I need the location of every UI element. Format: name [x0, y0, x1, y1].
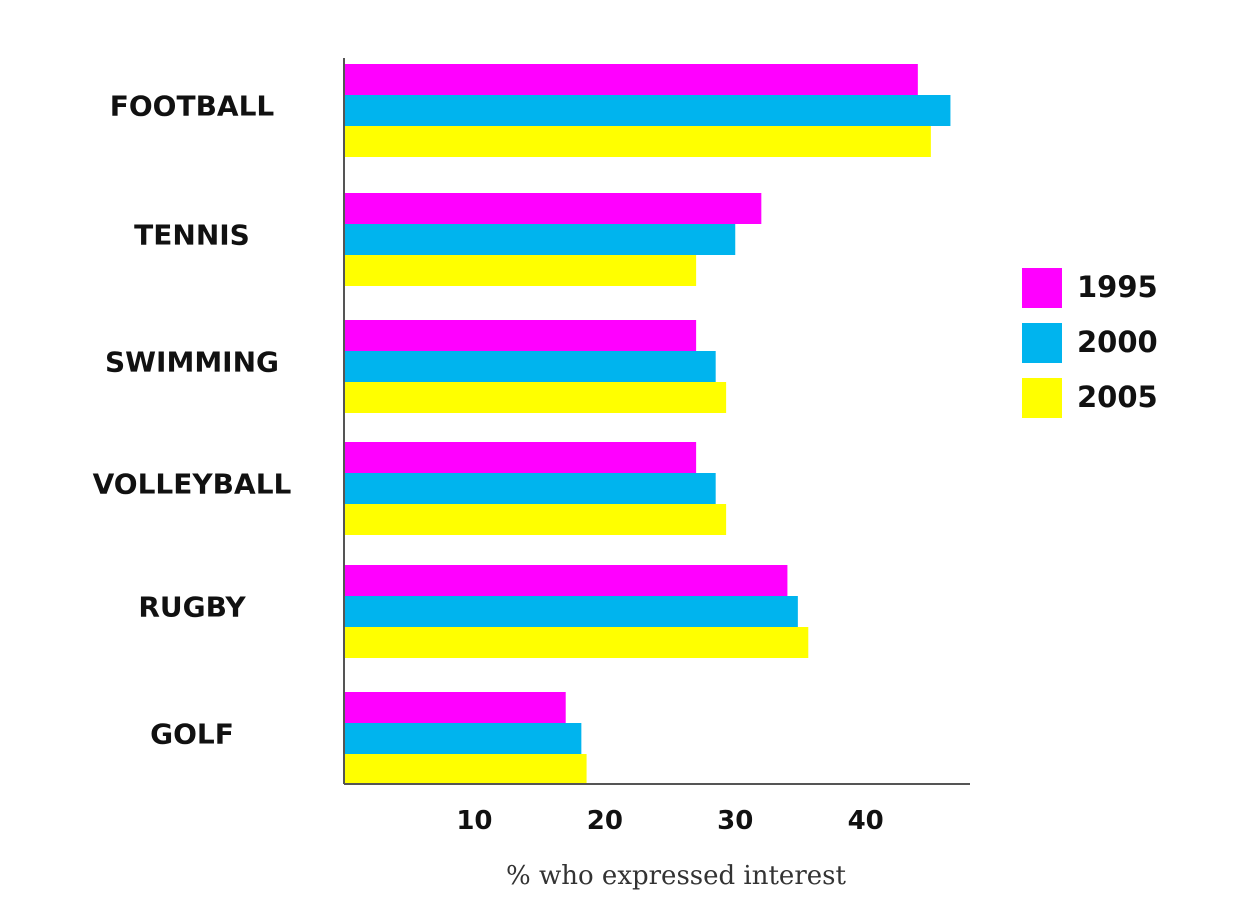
x-tick-label-40: 40 [848, 806, 884, 836]
category-label-football: FOOTBALL [110, 90, 275, 123]
bar-tennis-1995 [344, 193, 762, 224]
bar-rugby-2005 [344, 627, 809, 658]
bar-golf-2000 [344, 723, 582, 754]
bars-layer [344, 64, 951, 785]
legend-label-2000: 2000 [1077, 325, 1158, 359]
category-label-rugby: RUGBY [138, 591, 246, 624]
x-tick-label-30: 30 [717, 806, 753, 836]
bar-rugby-2000 [344, 596, 798, 627]
legend-swatch-2005 [1022, 378, 1062, 418]
bar-football-1995 [344, 64, 918, 95]
bar-volleyball-1995 [344, 442, 697, 473]
x-tick-label-10: 10 [456, 806, 492, 836]
bar-tennis-2000 [344, 224, 736, 255]
bar-football-2000 [344, 95, 951, 126]
legend-swatch-1995 [1022, 268, 1062, 308]
bar-swimming-1995 [344, 320, 697, 351]
bar-golf-1995 [344, 692, 566, 723]
bar-volleyball-2005 [344, 504, 727, 535]
axes [343, 58, 970, 785]
category-label-tennis: TENNIS [134, 219, 250, 252]
bar-rugby-1995 [344, 565, 788, 596]
bar-swimming-2005 [344, 382, 727, 413]
bar-football-2005 [344, 126, 931, 157]
category-label-volleyball: VOLLEYBALL [93, 468, 292, 501]
bar-volleyball-2000 [344, 473, 716, 504]
x-tick-labels: 10 20 30 40 [456, 806, 883, 836]
category-labels: FOOTBALL TENNIS SWIMMING VOLLEYBALL RUGBY GOL… [93, 90, 292, 751]
bar-swimming-2000 [344, 351, 716, 382]
category-label-swimming: SWIMMING [105, 346, 279, 379]
legend: 1995 2000 2005 [1022, 268, 1158, 418]
x-axis-title: % who expressed interest [506, 861, 846, 891]
bar-tennis-2005 [344, 255, 697, 286]
category-label-golf: GOLF [150, 718, 234, 751]
x-tick-label-20: 20 [587, 806, 623, 836]
legend-label-1995: 1995 [1077, 270, 1158, 304]
legend-swatch-2000 [1022, 323, 1062, 363]
legend-label-2005: 2005 [1077, 380, 1158, 414]
bar-golf-2005 [344, 754, 587, 785]
